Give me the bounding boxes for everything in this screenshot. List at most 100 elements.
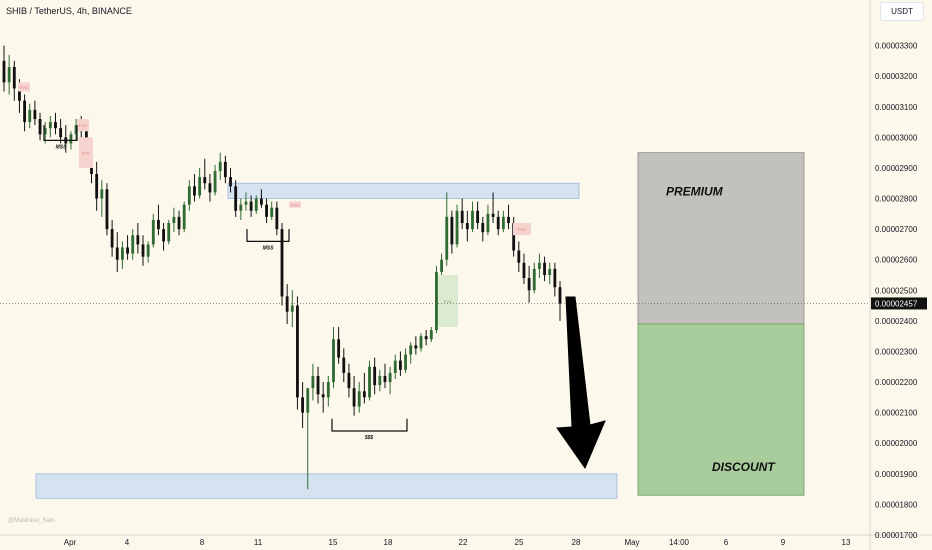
price-tick-label: 0.00001900: [875, 470, 918, 479]
candle-body: [409, 345, 413, 355]
candle-body: [517, 250, 521, 263]
currency-button[interactable]: USDT: [880, 2, 924, 21]
candle-body: [105, 189, 109, 230]
fvg-label: FVG: [518, 227, 526, 232]
candle-body: [393, 360, 397, 373]
candle-body: [362, 391, 366, 398]
candle-body: [234, 186, 238, 211]
candle-body: [18, 88, 21, 101]
candle-body: [455, 210, 459, 245]
candle-body: [182, 204, 186, 230]
candle-body: [512, 223, 516, 251]
candle-body: [69, 134, 73, 144]
candle-body: [486, 213, 490, 233]
candle-body: [95, 174, 99, 199]
candle-body: [337, 339, 341, 358]
candle-body: [419, 336, 423, 349]
watermark: @Mastrano_Sam: [8, 518, 55, 524]
time-tick-label: Apr: [64, 538, 77, 547]
mss-label: MSS: [56, 144, 68, 150]
time-tick-label: May: [624, 538, 639, 547]
candle-body: [311, 375, 315, 389]
current-price-badge: [871, 297, 927, 310]
candle-body: [435, 271, 438, 331]
candle-body: [342, 357, 346, 373]
mss-label: MSS: [263, 245, 275, 251]
price-tick-label: 0.00003100: [875, 103, 918, 112]
candle-body: [151, 219, 155, 245]
liquidity-bracket: [331, 418, 408, 432]
candle-body: [249, 201, 253, 211]
candle-body: [23, 100, 27, 123]
candle-body: [213, 171, 217, 193]
time-tick-label: 15: [329, 538, 338, 547]
current-price-label: 0.00002457: [875, 299, 918, 308]
candle-body: [450, 216, 454, 245]
time-tick-label: 22: [459, 538, 468, 547]
price-tick-label: 0.00002300: [875, 347, 918, 356]
candle-body: [378, 375, 382, 386]
candle-body: [491, 213, 495, 217]
candle-body: [543, 262, 546, 275]
candle-body: [532, 268, 536, 291]
candle-body: [193, 186, 196, 196]
candle-body: [553, 268, 557, 288]
candle-body: [167, 223, 171, 242]
fvg-box: [77, 119, 89, 132]
candle-body: [507, 216, 510, 223]
fvg-label: FVG: [291, 203, 299, 208]
discount-label: DISCOUNT: [712, 460, 776, 474]
candle-body: [162, 229, 166, 242]
price-tick-label: 0.00003200: [875, 72, 918, 81]
candle-body: [290, 305, 294, 312]
mss-bracket: [246, 229, 290, 242]
price-tick-label: 0.00003300: [875, 42, 918, 51]
candle-body: [306, 388, 310, 413]
discount-zone: [637, 323, 805, 496]
candle-body: [146, 244, 150, 257]
premium-label: PREMIUM: [666, 185, 724, 199]
time-tick-label: 13: [842, 538, 851, 547]
time-tick-label: 4: [125, 538, 130, 547]
candle-body: [316, 375, 320, 395]
candle-body: [59, 128, 63, 138]
chart-title: SHIB / TetherUS, 4h, BINANCE: [6, 6, 132, 16]
candle-body: [265, 204, 268, 217]
price-tick-label: 0.00002100: [875, 409, 918, 418]
time-tick-label: 6: [724, 538, 729, 547]
time-tick-label: 28: [572, 538, 581, 547]
candle-body: [352, 388, 356, 407]
fvg-box: [18, 82, 30, 92]
price-tick-label: 0.00001800: [875, 500, 918, 509]
candle-body: [74, 125, 78, 135]
candle-body: [332, 339, 335, 383]
candle-body: [471, 210, 474, 230]
supply-zone: [227, 182, 580, 199]
candle-body: [218, 161, 222, 171]
candle-body: [115, 247, 119, 260]
candle-body: [537, 262, 541, 269]
candle-body: [120, 247, 124, 260]
time-tick-label: 14:00: [669, 538, 690, 547]
candle-body: [7, 67, 11, 83]
candle-body: [2, 60, 6, 83]
price-tick-label: 0.00002200: [875, 378, 918, 387]
candle-body: [259, 198, 263, 205]
candle-body: [270, 207, 274, 217]
candle-body: [465, 223, 469, 230]
candle-body: [429, 330, 433, 340]
candle-body: [321, 394, 325, 398]
candle-body: [460, 210, 464, 223]
candle-body: [388, 372, 392, 383]
price-tick-label: 0.00002800: [875, 195, 918, 204]
candle-body: [301, 397, 305, 413]
candle-body: [296, 305, 299, 398]
candle-body: [141, 244, 145, 257]
candle-body: [275, 207, 279, 230]
candle-body: [445, 216, 449, 260]
candle-body: [357, 391, 361, 407]
candle-body: [326, 382, 330, 398]
candle-body: [476, 210, 480, 223]
candle-body: [12, 67, 16, 89]
